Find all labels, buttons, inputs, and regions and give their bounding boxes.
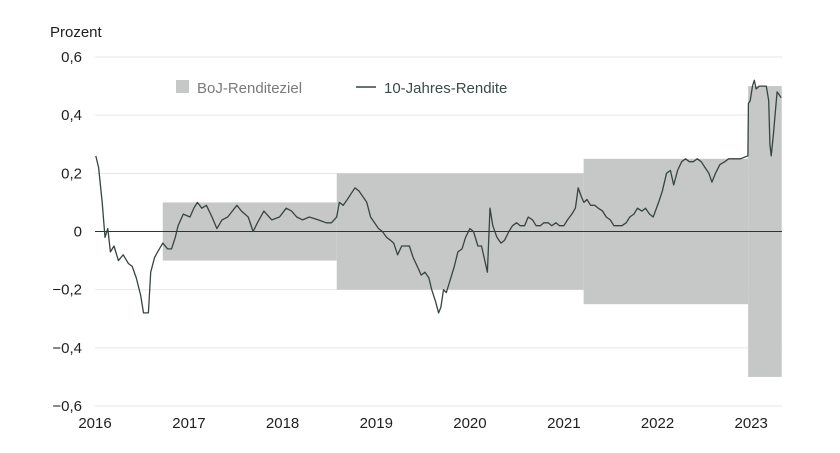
y-tick-label: 0,4 — [61, 107, 82, 124]
legend: BoJ-Renditeziel 10-Jahres-Rendite — [176, 80, 507, 97]
x-tick-label: 2021 — [547, 415, 580, 432]
x-tick-label: 2020 — [453, 415, 486, 432]
y-tick-label: 0,2 — [61, 165, 82, 182]
x-tick-label: 2022 — [641, 415, 674, 432]
x-tick-label: 2019 — [360, 415, 393, 432]
x-tick-label: 2018 — [266, 415, 299, 432]
x-tick-label: 2016 — [78, 415, 111, 432]
x-tick-label: 2023 — [735, 415, 768, 432]
yield-line — [95, 79, 782, 314]
legend-line-label: 10-Jahres-Rendite — [384, 80, 507, 97]
y-tick-label: −0,2 — [52, 282, 82, 299]
y-tick-label: −0,4 — [52, 340, 82, 357]
y-tick-label: 0,6 — [61, 49, 82, 66]
y-axis-title: Prozent — [50, 24, 103, 41]
x-tick-label: 2017 — [172, 415, 205, 432]
y-tick-label: 0 — [74, 224, 82, 241]
yield-line-group — [95, 79, 782, 314]
legend-band-swatch — [176, 80, 189, 93]
y-tick-label: −0,6 — [52, 398, 82, 415]
legend-band-label: BoJ-Renditeziel — [197, 80, 302, 97]
